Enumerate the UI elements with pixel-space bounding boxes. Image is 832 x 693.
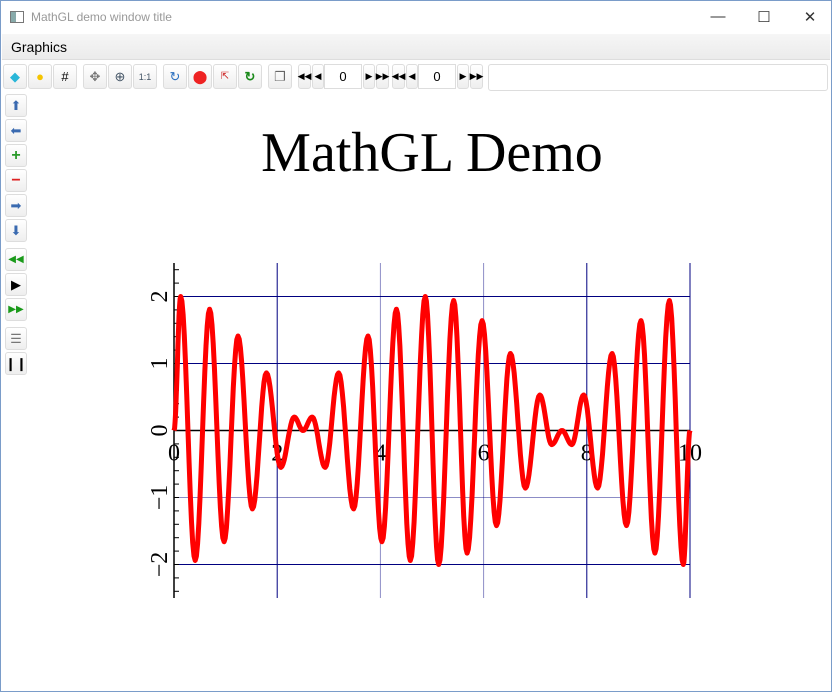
data-line — [171, 294, 693, 567]
stop-icon[interactable]: ⬤ — [188, 64, 212, 89]
redraw-icon[interactable]: ↻ — [163, 64, 187, 89]
next-frame-icon[interactable]: ▶▶ — [5, 298, 27, 321]
alpha-diamond-icon[interactable]: ◆ — [3, 64, 27, 89]
copy-icon[interactable]: ❐ — [268, 64, 292, 89]
x-tick-label: 6 — [478, 441, 490, 467]
arrow-left-icon[interactable]: ⬅ — [5, 119, 27, 142]
pause-icon[interactable]: ❙❙ — [5, 352, 27, 375]
prev-slice-icon[interactable]: ◀ — [406, 64, 418, 89]
prev-frame-icon[interactable]: ◀ — [312, 64, 324, 89]
next-slice-icon[interactable]: ▶ — [457, 64, 469, 89]
arrow-down-icon[interactable]: ⬇ — [5, 219, 27, 242]
first-slice-icon[interactable]: ◀◀ — [392, 64, 405, 89]
grid-icon[interactable]: # — [53, 64, 77, 89]
light-bulb-icon[interactable]: ● — [28, 64, 52, 89]
minimize-icon[interactable]: — — [710, 8, 726, 25]
y-tick-label: 2 — [147, 291, 173, 303]
rotate-move-icon[interactable]: ✥ — [83, 64, 107, 89]
toolbar: ◆ ● # ✥ ⊕ 1:1 ↻ ⬤ ⇱ ↻ ❐ ◀◀ ◀ 0 ▶ ▶▶ ◀◀ ◀… — [2, 62, 830, 92]
play-icon[interactable]: ▶ — [5, 273, 27, 296]
y-tick-label: 0 — [147, 425, 173, 437]
y-tick-label: −1 — [147, 485, 173, 511]
refresh-icon[interactable]: ↻ — [238, 64, 262, 89]
last-frame-icon[interactable]: ▶▶ — [376, 64, 389, 89]
settings-icon[interactable]: ☰ — [5, 327, 27, 350]
maximize-icon[interactable]: ☐ — [757, 8, 771, 26]
plus-icon[interactable]: + — [5, 144, 27, 167]
close-icon[interactable]: ✕ — [803, 8, 817, 26]
frame-input[interactable]: 0 — [324, 64, 362, 89]
last-slice-icon[interactable]: ▶▶ — [470, 64, 483, 89]
y-tick-label: −2 — [147, 552, 173, 578]
zoom-reset-icon[interactable]: 1:1 — [133, 64, 157, 89]
arrow-up-icon[interactable]: ⬆ — [5, 94, 27, 117]
chart-title: MathGL Demo — [261, 122, 603, 184]
prev-frame-icon[interactable]: ◀◀ — [5, 248, 27, 271]
zoom-in-icon[interactable]: ⊕ — [108, 64, 132, 89]
menu-bar: Graphics — [2, 34, 830, 60]
toolbar-field[interactable] — [488, 64, 828, 91]
arrow-right-icon[interactable]: ➡ — [5, 194, 27, 217]
first-frame-icon[interactable]: ◀◀ — [298, 64, 311, 89]
slice-input[interactable]: 0 — [418, 64, 456, 89]
next-frame-icon[interactable]: ▶ — [363, 64, 375, 89]
x-tick-label: 0 — [168, 441, 180, 467]
window-title: MathGL demo window title — [31, 9, 172, 24]
fit-screen-icon[interactable]: ⇱ — [213, 64, 237, 89]
app-icon — [10, 10, 24, 23]
y-tick-label: 1 — [147, 358, 173, 370]
title-bar: MathGL demo window title — ☐ ✕ — [1, 1, 831, 32]
menu-graphics[interactable]: Graphics — [11, 39, 68, 55]
minus-icon[interactable]: − — [5, 169, 27, 192]
